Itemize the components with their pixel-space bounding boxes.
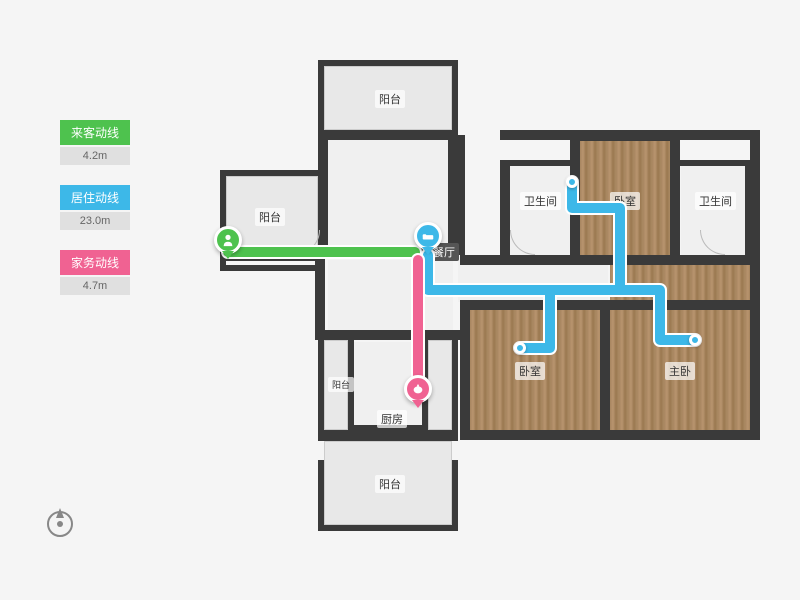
tile-floor: [458, 260, 608, 302]
legend-living-label: 居住动线: [60, 185, 130, 210]
wall: [318, 130, 458, 140]
label-balcony4: 阳台: [375, 475, 405, 493]
wall: [220, 265, 320, 271]
label-kitchen: 厨房: [377, 410, 407, 428]
wall: [675, 160, 750, 166]
legend-guest-label: 来客动线: [60, 120, 130, 145]
legend-guest: 来客动线 4.2m: [60, 120, 130, 165]
wall: [580, 135, 670, 141]
wall: [452, 335, 458, 435]
wall: [452, 60, 458, 135]
wall: [460, 430, 760, 440]
living-endpoint: [689, 334, 701, 346]
wood-floor: [610, 265, 750, 305]
wall: [220, 170, 320, 176]
wall: [670, 130, 680, 265]
label-balcony3: 阳台: [328, 377, 354, 392]
compass-icon: [40, 500, 80, 540]
label-bathroom1: 卫生间: [520, 192, 561, 210]
legend-guest-value: 4.2m: [60, 147, 130, 165]
wall: [318, 60, 458, 66]
wall: [750, 130, 760, 430]
wall: [318, 435, 458, 441]
legend-chore-value: 4.7m: [60, 277, 130, 295]
label-bedroom1: 卧室: [610, 192, 640, 210]
wall: [315, 330, 460, 340]
legend-chore: 家务动线 4.7m: [60, 250, 130, 295]
tile-floor: [328, 260, 453, 332]
floorplan: 阳台 阳台 阳台 阳台 卫生间 卫生间 卧室 卧室 主卧 客餐厅 厨房: [200, 30, 780, 570]
label-bedroom2: 卧室: [515, 362, 545, 380]
legend-chore-label: 家务动线: [60, 250, 130, 275]
wall: [675, 130, 755, 140]
legend-living: 居住动线 23.0m: [60, 185, 130, 230]
bed-icon: [421, 229, 435, 243]
legend-living-value: 23.0m: [60, 212, 130, 230]
living-endpoint: [566, 176, 578, 188]
wall: [460, 255, 760, 265]
wall: [318, 60, 324, 135]
wall: [600, 305, 610, 435]
living-endpoint: [514, 342, 526, 354]
legend: 来客动线 4.2m 居住动线 23.0m 家务动线 4.7m: [60, 120, 130, 315]
wall: [500, 160, 510, 260]
guest-marker: [214, 226, 242, 260]
pot-icon: [411, 382, 425, 396]
wall: [460, 300, 760, 310]
person-icon: [221, 233, 235, 247]
label-master: 主卧: [665, 362, 695, 380]
wall: [318, 335, 324, 435]
label-bathroom2: 卫生间: [695, 192, 736, 210]
wall: [318, 525, 458, 531]
wall: [500, 130, 580, 140]
wall: [452, 460, 458, 530]
chore-marker: [404, 375, 432, 409]
wall: [318, 135, 328, 255]
living-marker: [414, 222, 442, 256]
label-balcony2: 阳台: [255, 208, 285, 226]
wall: [318, 460, 324, 530]
wall: [500, 160, 575, 166]
wall: [570, 135, 580, 265]
wall: [460, 305, 470, 435]
wall: [455, 135, 465, 255]
label-balcony1: 阳台: [375, 90, 405, 108]
